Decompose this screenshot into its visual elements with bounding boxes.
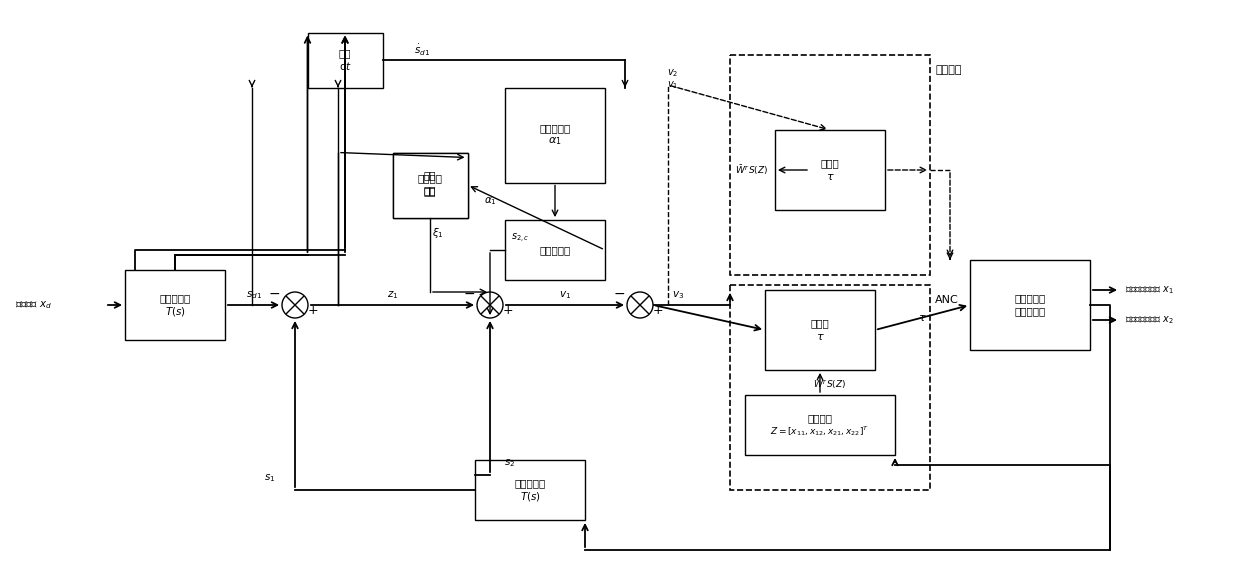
Text: +: + bbox=[308, 304, 319, 317]
Text: $\tau$: $\tau$ bbox=[816, 332, 825, 342]
Text: $v_1$: $v_1$ bbox=[559, 289, 572, 301]
Text: $s_1$: $s_1$ bbox=[264, 472, 275, 484]
Text: 状态转换器: 状态转换器 bbox=[515, 478, 546, 488]
Text: 机械臂关节速度 $x_2$: 机械臂关节速度 $x_2$ bbox=[1125, 314, 1174, 326]
Text: 机械臂关节角度 $x_1$: 机械臂关节角度 $x_1$ bbox=[1125, 284, 1174, 296]
Text: $\xi_1$: $\xi_1$ bbox=[432, 225, 444, 239]
Text: 神经网络: 神经网络 bbox=[807, 413, 832, 423]
Text: 补偿: 补偿 bbox=[424, 170, 436, 180]
Text: $\tau$: $\tau$ bbox=[918, 313, 926, 323]
Text: $s_{2,c}$: $s_{2,c}$ bbox=[511, 231, 529, 245]
Bar bbox=[775, 130, 885, 210]
Text: $-$: $-$ bbox=[613, 286, 625, 300]
Text: 控制器: 控制器 bbox=[821, 158, 839, 169]
Text: $v_3$: $v_3$ bbox=[672, 289, 684, 301]
Bar bbox=[308, 33, 382, 88]
Text: 补偿信号: 补偿信号 bbox=[418, 173, 443, 183]
Text: 命令滤波器: 命令滤波器 bbox=[539, 245, 570, 255]
Bar bbox=[765, 290, 875, 370]
Text: $-$: $-$ bbox=[268, 286, 280, 300]
Text: $\alpha_1$: $\alpha_1$ bbox=[484, 196, 496, 207]
Text: +: + bbox=[652, 304, 663, 317]
Text: 虚拟控制器: 虚拟控制器 bbox=[539, 123, 570, 134]
Text: 微分: 微分 bbox=[339, 48, 351, 58]
Circle shape bbox=[281, 292, 308, 318]
Bar bbox=[393, 152, 467, 217]
Text: $T(s)$: $T(s)$ bbox=[520, 490, 541, 503]
Text: $s_2$: $s_2$ bbox=[505, 457, 516, 469]
Text: $\hat{W}^TS(Z)$: $\hat{W}^TS(Z)$ bbox=[813, 375, 847, 391]
Circle shape bbox=[627, 292, 653, 318]
Text: 信号: 信号 bbox=[424, 186, 436, 196]
Bar bbox=[505, 220, 605, 280]
Text: $s_{d1}$: $s_{d1}$ bbox=[246, 289, 262, 301]
Text: 状态转换器: 状态转换器 bbox=[160, 294, 191, 304]
Text: d$t$: d$t$ bbox=[339, 61, 351, 72]
Text: 控制器: 控制器 bbox=[811, 318, 830, 328]
Bar bbox=[505, 88, 605, 182]
Text: ANC: ANC bbox=[935, 295, 959, 305]
Bar bbox=[393, 152, 467, 217]
Text: 参考轨迹 $x_d$: 参考轨迹 $x_d$ bbox=[15, 299, 52, 311]
Text: $\dot{s}_{d1}$: $\dot{s}_{d1}$ bbox=[414, 43, 430, 57]
Text: $v_1$: $v_1$ bbox=[667, 79, 678, 91]
Text: 信号: 信号 bbox=[424, 185, 436, 195]
Text: 学习控制: 学习控制 bbox=[935, 65, 961, 75]
Text: $-$: $-$ bbox=[463, 286, 475, 300]
Bar bbox=[125, 270, 224, 340]
Circle shape bbox=[477, 292, 503, 318]
Bar bbox=[475, 460, 585, 520]
Bar bbox=[730, 285, 930, 490]
Bar bbox=[970, 260, 1090, 350]
Text: +: + bbox=[502, 304, 513, 317]
Text: $v_2$: $v_2$ bbox=[667, 67, 678, 79]
Text: 双连杆刚性: 双连杆刚性 bbox=[1014, 294, 1045, 304]
Text: $Z=[x_{11},x_{12},x_{21},x_{22}]^T$: $Z=[x_{11},x_{12},x_{21},x_{22}]^T$ bbox=[770, 425, 869, 439]
Text: $\alpha_1$: $\alpha_1$ bbox=[548, 135, 562, 147]
Bar bbox=[730, 55, 930, 275]
Text: $\bar{W}^TS(Z)$: $\bar{W}^TS(Z)$ bbox=[735, 163, 769, 177]
Text: $z_1$: $z_1$ bbox=[387, 289, 398, 301]
Bar bbox=[745, 395, 895, 455]
Text: $\tau$: $\tau$ bbox=[826, 172, 835, 182]
Text: $T(s)$: $T(s)$ bbox=[165, 305, 186, 318]
Text: 机械臂模型: 机械臂模型 bbox=[1014, 307, 1045, 317]
